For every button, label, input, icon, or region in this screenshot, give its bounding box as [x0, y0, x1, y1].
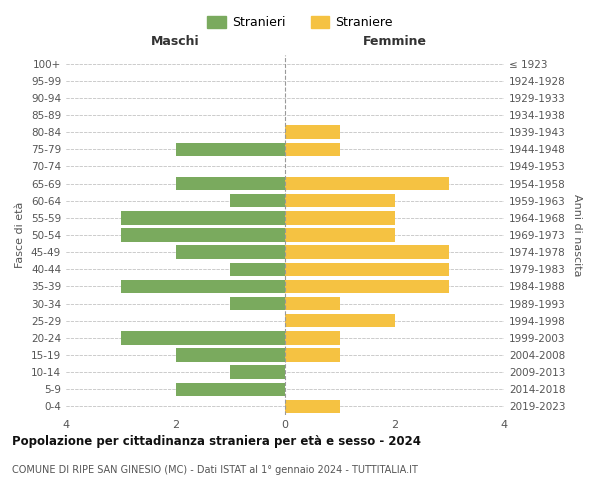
Bar [176, 348, 285, 362]
Bar [285, 314, 395, 328]
Bar [285, 194, 395, 207]
Text: Popolazione per cittadinanza straniera per età e sesso - 2024: Popolazione per cittadinanza straniera p… [12, 435, 421, 448]
Bar [230, 194, 285, 207]
Bar [285, 228, 395, 241]
Bar [285, 348, 340, 362]
Bar [176, 246, 285, 259]
Y-axis label: Anni di nascita: Anni di nascita [572, 194, 582, 276]
Text: Maschi: Maschi [151, 35, 200, 48]
Bar [285, 211, 395, 224]
Bar [285, 142, 340, 156]
Bar [230, 262, 285, 276]
Legend: Stranieri, Straniere: Stranieri, Straniere [202, 11, 398, 34]
Bar [176, 142, 285, 156]
Bar [121, 280, 285, 293]
Bar [285, 297, 340, 310]
Text: Femmine: Femmine [362, 35, 427, 48]
Bar [176, 177, 285, 190]
Bar [285, 400, 340, 413]
Bar [285, 262, 449, 276]
Bar [285, 177, 449, 190]
Bar [285, 280, 449, 293]
Bar [230, 366, 285, 379]
Bar [121, 211, 285, 224]
Text: COMUNE DI RIPE SAN GINESIO (MC) - Dati ISTAT al 1° gennaio 2024 - TUTTITALIA.IT: COMUNE DI RIPE SAN GINESIO (MC) - Dati I… [12, 465, 418, 475]
Bar [285, 331, 340, 344]
Bar [285, 126, 340, 139]
Y-axis label: Fasce di età: Fasce di età [16, 202, 25, 268]
Bar [285, 246, 449, 259]
Bar [176, 382, 285, 396]
Bar [121, 331, 285, 344]
Bar [121, 228, 285, 241]
Bar [230, 297, 285, 310]
